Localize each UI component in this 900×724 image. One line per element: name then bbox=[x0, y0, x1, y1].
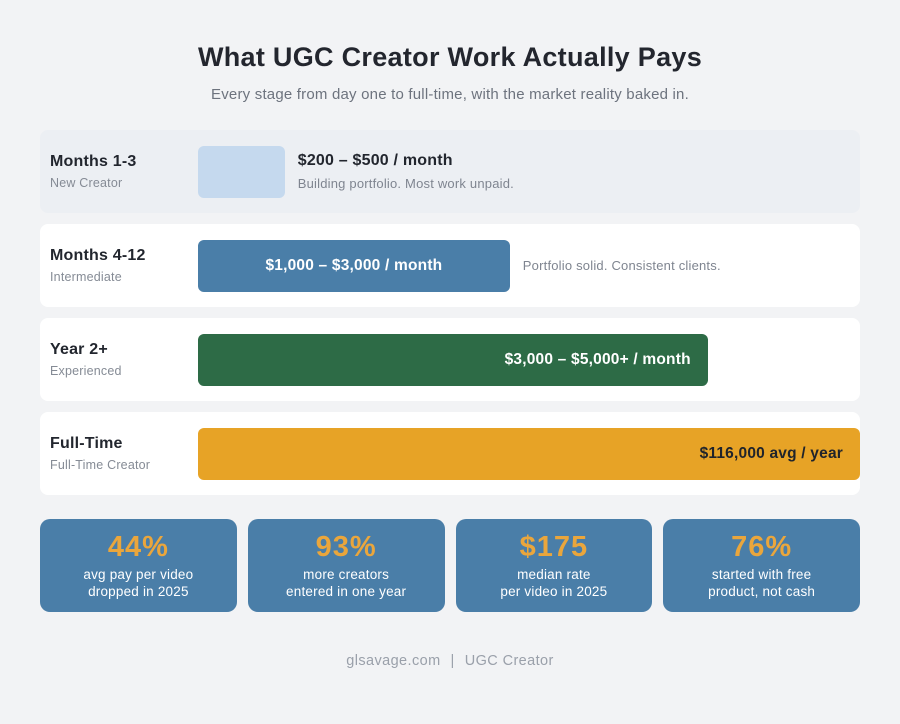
stage-label-group: Year 2+ Experienced bbox=[50, 341, 198, 378]
stage-label-group: Full-Time Full-Time Creator bbox=[50, 435, 198, 472]
stat-label-line1: avg pay per video bbox=[83, 566, 194, 582]
stage-row-year-2-plus: Year 2+ Experienced $3,000 – $5,000+ / m… bbox=[40, 318, 860, 401]
bar-track: $3,000 – $5,000+ / month bbox=[198, 333, 860, 386]
stat-label-line1: more creators bbox=[303, 566, 390, 582]
stage-label: Months 1-3 bbox=[50, 153, 137, 170]
page-title: What UGC Creator Work Actually Pays bbox=[197, 42, 703, 72]
stat-card-median-rate: $175 median rate per video in 2025 bbox=[455, 519, 653, 612]
stats-row: 44% avg pay per video dropped in 2025 93… bbox=[40, 519, 860, 612]
pay-value: $116,000 avg / year bbox=[699, 444, 843, 462]
bar-track: $1,000 – $3,000 / month Portfolio solid.… bbox=[198, 239, 860, 292]
stat-number: 44% bbox=[107, 530, 169, 563]
pay-value: $3,000 – $5,000+ / month bbox=[504, 350, 691, 368]
stat-label-line1: started with free bbox=[711, 566, 812, 582]
stage-label-group: Months 4-12 Intermediate bbox=[50, 247, 198, 284]
footer-tag: UGC Creator bbox=[464, 653, 554, 669]
stat-card-more-creators: 93% more creators entered in one year bbox=[247, 519, 445, 612]
stage-label-group: Months 1-3 New Creator bbox=[50, 153, 198, 190]
stat-label-line2: entered in one year bbox=[286, 583, 407, 599]
stat-label-line2: per video in 2025 bbox=[500, 583, 608, 599]
pay-value: $1,000 – $3,000 / month bbox=[265, 256, 443, 274]
stage-label: Months 4-12 bbox=[50, 247, 146, 264]
stat-card-free-product: 76% started with free product, not cash bbox=[663, 519, 860, 612]
pay-bar-intermediate: $1,000 – $3,000 / month bbox=[198, 239, 510, 292]
stat-label-line1: median rate bbox=[517, 566, 591, 582]
footer-site: glsavage.com bbox=[346, 653, 441, 669]
stat-label: started with free product, not cash bbox=[708, 566, 815, 600]
bar-track: $200 – $500 / month Building portfolio. … bbox=[198, 145, 860, 198]
stat-label-line2: dropped in 2025 bbox=[88, 583, 189, 599]
bar-track: $116,000 avg / year bbox=[198, 427, 860, 480]
stage-row-months-4-12: Months 4-12 Intermediate $1,000 – $3,000… bbox=[40, 224, 860, 307]
stage-row-full-time: Full-Time Full-Time Creator $116,000 avg… bbox=[40, 412, 860, 495]
pay-stage-list: Months 1-3 New Creator $200 – $500 / mon… bbox=[40, 130, 860, 495]
page-subtitle: Every stage from day one to full-time, w… bbox=[211, 86, 689, 103]
stat-label: avg pay per video dropped in 2025 bbox=[83, 566, 193, 600]
footer-divider: | bbox=[450, 653, 455, 669]
stat-label: more creators entered in one year bbox=[286, 566, 406, 600]
pay-bar-experienced: $3,000 – $5,000+ / month bbox=[198, 333, 708, 386]
stat-label-line2: product, not cash bbox=[708, 583, 816, 599]
stage-sublabel: Full-Time Creator bbox=[50, 458, 151, 472]
pay-bar-new-creator bbox=[198, 145, 285, 198]
stat-card-avg-pay: 44% avg pay per video dropped in 2025 bbox=[40, 519, 237, 612]
stat-label: median rate per video in 2025 bbox=[500, 566, 607, 600]
pay-note: Portfolio solid. Consistent clients. bbox=[522, 258, 721, 273]
footer: glsavage.com | UGC Creator bbox=[0, 653, 900, 669]
stage-label: Full-Time bbox=[50, 435, 123, 452]
stage-row-months-1-3: Months 1-3 New Creator $200 – $500 / mon… bbox=[40, 130, 860, 213]
stage-sublabel: New Creator bbox=[50, 176, 123, 190]
stage-label: Year 2+ bbox=[50, 341, 108, 358]
stat-number: 93% bbox=[315, 530, 377, 563]
bar-annotation-group: $200 – $500 / month Building portfolio. … bbox=[298, 152, 514, 191]
stat-number: 76% bbox=[731, 530, 793, 563]
stage-sublabel: Intermediate bbox=[50, 270, 122, 284]
pay-value: $200 – $500 / month bbox=[297, 152, 453, 169]
stage-sublabel: Experienced bbox=[50, 364, 122, 378]
stat-number: $175 bbox=[519, 530, 589, 563]
pay-bar-full-time: $116,000 avg / year bbox=[198, 427, 860, 480]
pay-note: Building portfolio. Most work unpaid. bbox=[297, 176, 514, 191]
